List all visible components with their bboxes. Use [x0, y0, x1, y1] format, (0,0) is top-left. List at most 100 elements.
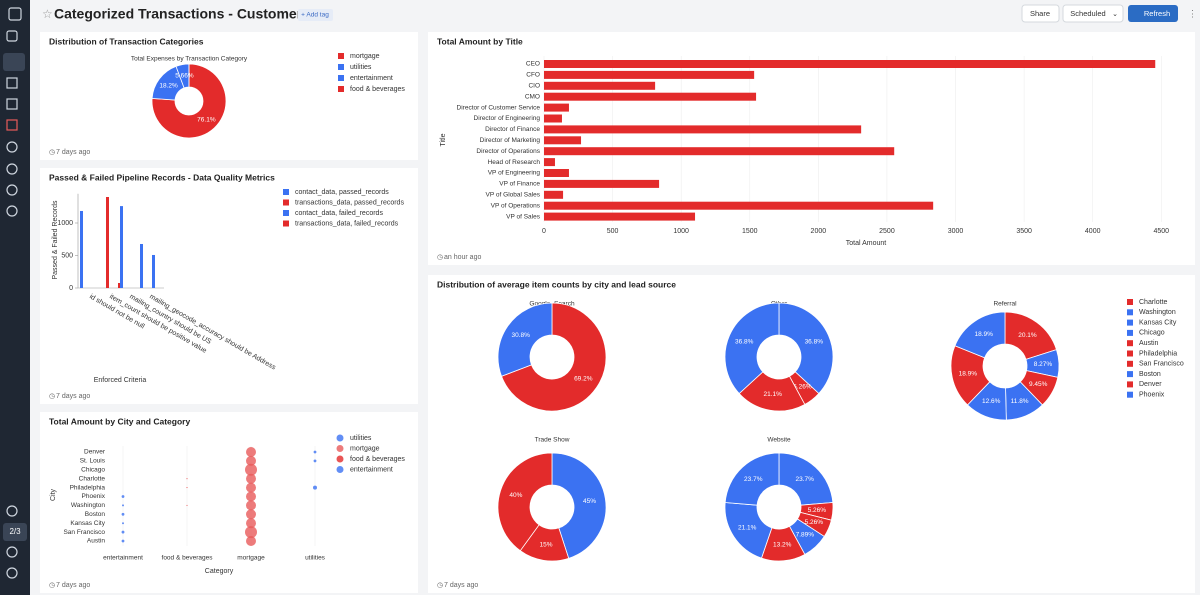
- slice-label: 18.9%: [975, 331, 994, 338]
- add-tag-button[interactable]: [298, 9, 333, 21]
- x-tick-label: 0: [542, 228, 546, 235]
- donut-slice: [778, 452, 834, 506]
- slice-label: 7.89%: [796, 532, 815, 539]
- y-tick-label: Director of Marketing: [480, 137, 541, 144]
- pie-title: Website: [767, 437, 791, 444]
- legend-swatch: [338, 64, 344, 70]
- legend-marker: [336, 466, 344, 473]
- y-axis-label: Title: [440, 133, 447, 146]
- slice-label: 5.26%: [793, 384, 812, 391]
- legend-marker: [336, 445, 344, 452]
- slice-label: 76.1%: [197, 116, 216, 123]
- slice-label: 23.7%: [796, 476, 815, 483]
- x-tick-label: 500: [607, 228, 619, 235]
- bar: [544, 201, 934, 210]
- slice-label: 15%: [540, 541, 553, 548]
- slice-label: 23.7%: [744, 476, 763, 483]
- slice-label: 12.6%: [982, 398, 1001, 405]
- y-tick-label: Austin: [87, 538, 105, 545]
- dropdown-caret: ⌄: [1112, 11, 1118, 18]
- y-tick-label: Director of Customer Service: [457, 104, 541, 111]
- y-tick-label: VP of Sales: [506, 213, 541, 220]
- y-tick-label: Phoenix: [82, 493, 106, 500]
- y-tick-label: San Francisco: [63, 529, 105, 536]
- refresh-text: Refresh: [1144, 9, 1170, 18]
- y-tick-label: CMO: [525, 93, 540, 100]
- dashboard-title: Categorized Transactions - Customer 360: [54, 6, 330, 22]
- slice-label: 21.1%: [764, 391, 783, 398]
- slice-label: 30.8%: [511, 332, 530, 339]
- donut-slice: [497, 302, 553, 377]
- legend-label: Philadelphia: [1139, 350, 1177, 357]
- scheduled-text: Scheduled: [1070, 9, 1105, 18]
- y-axis-label: City: [50, 488, 57, 501]
- donut-slice: [501, 302, 607, 412]
- legend-swatch: [338, 86, 344, 92]
- page-indicator[interactable]: [3, 523, 27, 541]
- bubble: [121, 539, 125, 543]
- y-tick-label: Kansas City: [70, 520, 105, 527]
- nav-active[interactable]: [3, 53, 25, 71]
- bar: [544, 169, 569, 177]
- page-text: 2/3: [9, 527, 21, 536]
- pie-title: Referral: [993, 301, 1017, 308]
- y-tick-label: Director of Operations: [476, 148, 540, 155]
- y-tick-label: CEO: [526, 61, 540, 68]
- slice-label: 69.2%: [574, 375, 593, 382]
- legend-swatch: [1127, 329, 1133, 336]
- bubble: [246, 500, 256, 511]
- chart-title: Total Amount by City and Category: [49, 416, 190, 426]
- legend-label: Charlotte: [1139, 299, 1168, 306]
- share-text: Share: [1030, 9, 1050, 18]
- bubble: [121, 530, 125, 534]
- legend-label: Phoenix: [1139, 392, 1165, 399]
- bar: [544, 212, 696, 221]
- legend-swatch: [283, 210, 289, 216]
- legend-label: Chicago: [1139, 330, 1165, 337]
- x-axis-label: Total Amount: [846, 240, 887, 247]
- legend-swatch: [338, 75, 344, 81]
- clock-icon: ◷: [437, 254, 443, 261]
- chart-footer: 7 days ago: [56, 582, 90, 589]
- bar: [544, 125, 862, 134]
- bubble: [313, 459, 317, 463]
- legend-swatch: [1127, 340, 1133, 347]
- x-tick-label: utilities: [305, 555, 326, 562]
- x-tick-label: 2000: [811, 228, 827, 235]
- legend-swatch: [1127, 381, 1133, 388]
- slice-label: 36.8%: [735, 338, 754, 345]
- legend-label: transactions_data, failed_records: [295, 220, 399, 227]
- x-axis-label: Category: [205, 568, 234, 575]
- y-tick-label: St. Louis: [80, 458, 106, 465]
- bar: [140, 243, 143, 288]
- y-tick-label: Director of Finance: [485, 126, 540, 133]
- share-button[interactable]: [1021, 4, 1060, 23]
- chart-title: Distribution of Transaction Categories: [49, 36, 204, 46]
- bar: [544, 81, 656, 90]
- bar: [544, 136, 582, 145]
- slice-label: 45%: [583, 498, 596, 505]
- bar: [118, 282, 121, 288]
- legend-swatch: [1127, 360, 1133, 367]
- legend-label: entertainment: [350, 466, 393, 473]
- chart-footer: 7 days ago: [56, 149, 90, 156]
- legend-marker: [336, 455, 344, 463]
- y-tick-label: 1000: [57, 220, 73, 227]
- bar: [544, 147, 895, 156]
- refresh-button[interactable]: [1128, 5, 1178, 22]
- bar: [544, 92, 757, 101]
- donut-slice: [724, 452, 780, 506]
- star[interactable]: ☆: [42, 7, 53, 21]
- y-tick-label: Head of Research: [488, 159, 541, 166]
- donut-slice: [724, 302, 780, 395]
- x-tick-label: 1500: [742, 228, 758, 235]
- bubble: [186, 478, 188, 480]
- bar: [544, 114, 562, 123]
- legend-label: Washington: [1139, 309, 1176, 316]
- x-tick-label: 3500: [1016, 228, 1032, 235]
- scheduled-button[interactable]: [1062, 4, 1124, 23]
- clock-icon: ◷: [49, 393, 55, 400]
- more-menu[interactable]: ⋮: [1188, 8, 1197, 18]
- bubble: [246, 491, 256, 502]
